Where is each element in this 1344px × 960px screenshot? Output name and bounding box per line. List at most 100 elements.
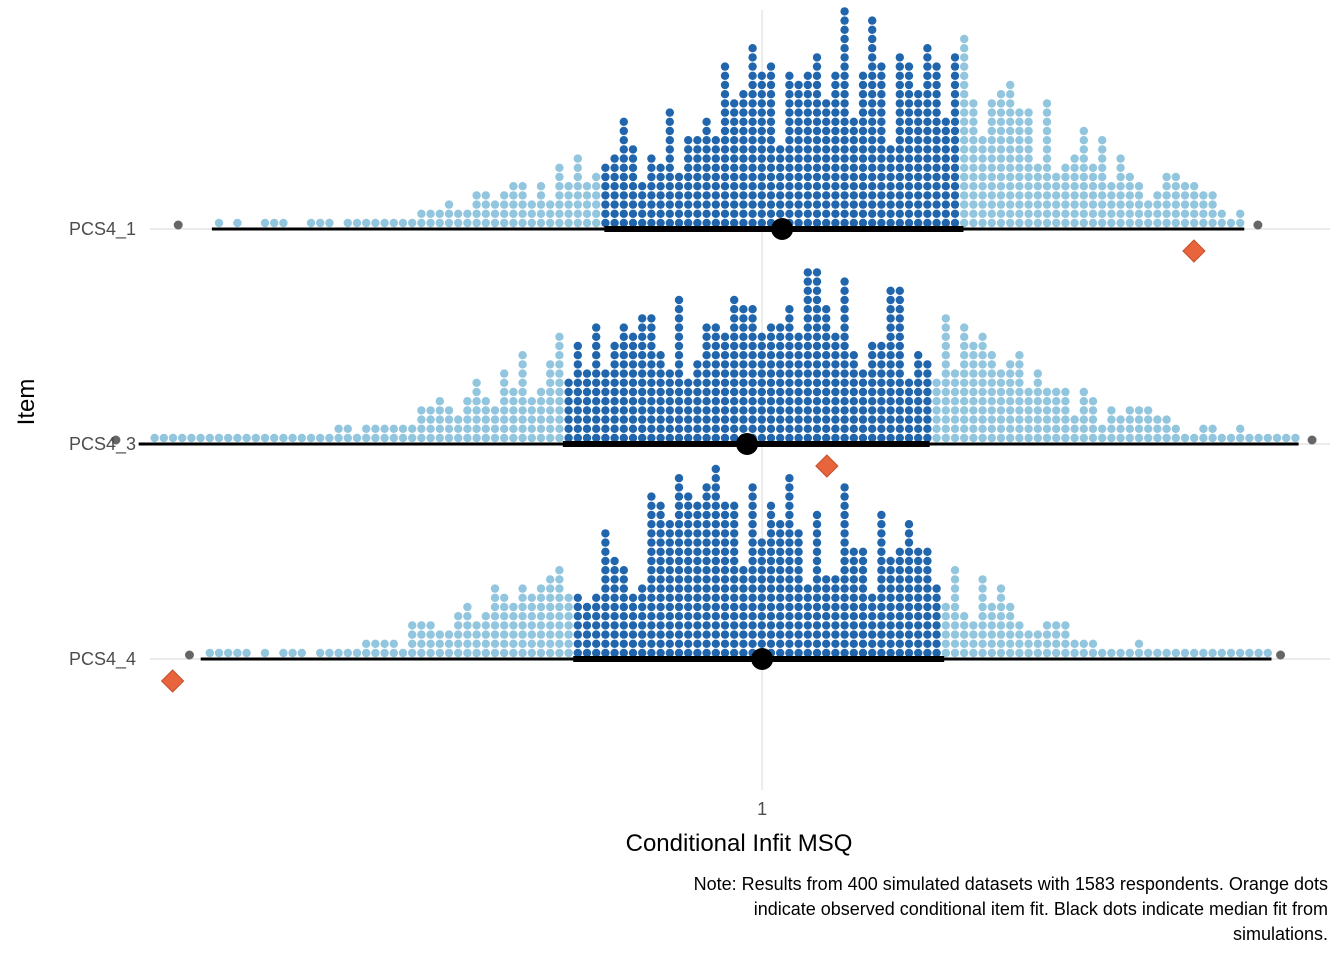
sim-dot [1006, 218, 1015, 228]
sim-dot [233, 648, 242, 658]
sim-dot [592, 397, 601, 406]
sim-dot [730, 415, 739, 424]
sim-dot [638, 182, 647, 191]
sim-dot [868, 136, 877, 145]
sim-dot [886, 295, 895, 305]
sim-dot [776, 529, 785, 538]
sim-dot [932, 80, 941, 90]
sim-dot [1088, 397, 1098, 406]
sim-dot [785, 630, 794, 639]
sim-dot [840, 295, 849, 305]
sim-dot [904, 117, 914, 127]
sim-dot [1042, 172, 1052, 182]
sim-dot [1254, 648, 1263, 658]
sim-dot [665, 378, 674, 387]
sim-dot [573, 154, 582, 163]
sim-dot [950, 126, 960, 136]
sim-dot [702, 387, 711, 397]
sim-dot [711, 341, 720, 351]
sim-dot [803, 593, 812, 602]
sim-dot [647, 378, 656, 387]
sim-dot [776, 182, 785, 191]
sim-dot [785, 639, 794, 648]
sim-dot [1180, 191, 1190, 200]
sim-dot [435, 218, 444, 228]
sim-dot [1015, 191, 1024, 200]
sim-dot [812, 415, 822, 424]
sim-dot [1079, 182, 1089, 191]
sim-dot [592, 621, 601, 630]
sim-dot [886, 556, 895, 566]
sim-dot [619, 378, 628, 387]
sim-dot [702, 630, 711, 639]
sim-dot [858, 172, 868, 182]
sim-dot [730, 117, 739, 127]
sim-dot [730, 209, 739, 218]
sim-dot [555, 387, 564, 397]
sim-dot [500, 200, 509, 209]
sim-dot [582, 378, 592, 387]
sim-dot [518, 182, 527, 191]
sim-dot [794, 378, 803, 387]
sim-dot [693, 510, 702, 520]
sim-dot [454, 621, 463, 630]
sim-dot [858, 575, 868, 584]
sim-dot [730, 630, 739, 639]
sim-dot [969, 415, 978, 424]
sim-dot [914, 163, 923, 172]
sim-dot [766, 154, 776, 163]
sim-dot [527, 209, 536, 218]
sim-dot [803, 612, 812, 621]
sim-dot [555, 182, 564, 191]
sim-dot [656, 209, 665, 218]
sim-dot [914, 433, 923, 443]
sim-dot [766, 191, 776, 200]
sim-dot [794, 172, 803, 182]
sim-dot [840, 639, 849, 648]
sim-dot [546, 648, 555, 658]
sim-dot [711, 492, 720, 501]
sim-dot [306, 218, 316, 228]
sim-dot [1153, 648, 1162, 658]
sim-dot [711, 191, 720, 200]
sim-dot [739, 90, 748, 99]
sim-dot [766, 529, 776, 538]
sim-dot [1006, 108, 1015, 117]
sim-dot [509, 621, 518, 630]
sim-dot [849, 566, 858, 575]
sim-dot [766, 520, 776, 529]
sim-dot [748, 547, 757, 556]
sim-dot [877, 639, 886, 648]
sim-dot [932, 218, 941, 228]
sim-dot [812, 277, 822, 286]
sim-dot [1291, 433, 1300, 443]
sim-dot [748, 529, 757, 538]
sim-dot [748, 612, 757, 621]
sim-dot [647, 154, 656, 163]
sim-dot [1199, 648, 1208, 658]
sim-dot [803, 126, 812, 136]
sim-dot [739, 323, 748, 332]
sim-dot [619, 575, 628, 584]
sim-dot [1088, 433, 1098, 443]
sim-dot [803, 117, 812, 127]
sim-dot [969, 369, 978, 378]
sim-dot [776, 424, 785, 433]
sim-dot [380, 433, 389, 443]
sim-dot [785, 510, 794, 520]
sim-dot [895, 397, 904, 406]
sim-dot [610, 378, 619, 387]
sim-dot [932, 648, 941, 658]
sim-dot [886, 200, 895, 209]
sim-dot [592, 406, 601, 415]
sim-dot [1033, 433, 1043, 443]
sim-dot [555, 406, 564, 415]
sim-dot [730, 182, 739, 191]
sim-dot [555, 575, 564, 584]
sim-dot [766, 360, 776, 369]
sim-dot [1015, 218, 1024, 228]
sim-dot [720, 341, 730, 351]
sim-dot [702, 378, 711, 387]
sim-dot [895, 172, 904, 182]
sim-dot [693, 547, 702, 556]
